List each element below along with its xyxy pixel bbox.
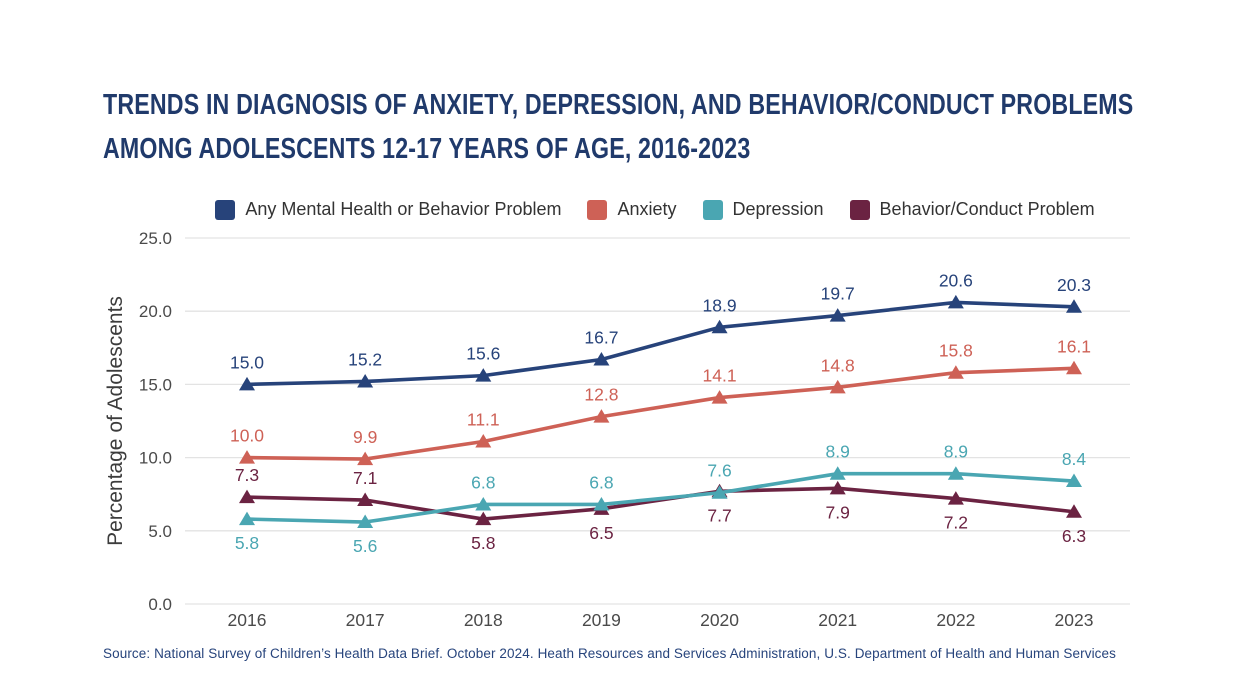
data-point-marker: [357, 451, 374, 466]
chart-title-line1: TRENDS IN DIAGNOSIS OF ANXIETY, DEPRESSI…: [103, 89, 1134, 121]
legend-label: Anxiety: [617, 199, 677, 219]
legend-swatch: [215, 199, 236, 220]
data-point-marker: [593, 352, 610, 366]
chart-title-line2: AMONG ADOLESCENTS 12-17 YEARS OF AGE, 20…: [103, 132, 751, 165]
data-point-label: 7.3: [235, 465, 259, 485]
legend-label: Any Mental Health or Behavior Problem: [245, 199, 562, 219]
data-point-label: 6.5: [589, 523, 613, 543]
data-point-label: 20.6: [939, 270, 973, 290]
x-tick-label: 2021: [818, 610, 857, 630]
y-tick-label: 10.0: [139, 449, 172, 468]
data-point-label: 16.7: [584, 328, 618, 348]
x-tick-label: 2016: [228, 610, 267, 630]
data-point-label: 6.8: [471, 472, 495, 492]
data-point-label: 7.2: [944, 513, 968, 533]
x-tick-label: 2019: [582, 610, 621, 630]
data-point-marker: [829, 480, 846, 495]
data-point-marker: [829, 308, 846, 322]
y-axis-title: Percentage of Adolescents: [104, 296, 127, 546]
data-point-marker: [475, 511, 492, 526]
data-point-label: 5.8: [471, 533, 495, 553]
chart-title: TRENDS IN DIAGNOSIS OF ANXIETY, DEPRESSI…: [103, 84, 1133, 171]
data-point-marker: [947, 365, 964, 379]
data-point-marker: [239, 511, 255, 526]
data-point-marker: [829, 466, 846, 480]
data-point-label: 8.9: [826, 442, 850, 462]
legend-item-1: Any Mental Health or Behavior Problem: [215, 199, 561, 220]
trend-chart-svg: 0.0 5.0 10.0 15.0 20.0 25.0 2016 2017 2018 2019 20…: [104, 229, 1130, 630]
series-line: [245, 300, 1076, 387]
data-point-marker: [239, 489, 255, 504]
x-tick-label: 2017: [346, 610, 385, 630]
data-point-marker: [239, 376, 255, 391]
data-point-label: 11.1: [467, 409, 500, 429]
legend-item-2: Anxiety: [587, 199, 677, 220]
data-point-marker: [829, 379, 846, 394]
y-tick-label: 5.0: [148, 522, 172, 541]
data-point-marker: [357, 373, 374, 388]
data-point-marker: [475, 496, 492, 511]
data-point-label: 18.9: [703, 295, 737, 315]
data-point-marker: [1066, 473, 1082, 488]
data-point-label: 7.9: [826, 502, 850, 522]
data-point-marker: [357, 492, 374, 507]
legend-label: Depression: [732, 199, 824, 219]
x-tick-label: 2020: [700, 610, 739, 630]
legend-item-3: Depression: [702, 199, 824, 220]
data-point-label: 5.6: [353, 536, 377, 556]
data-point-marker: [947, 294, 964, 309]
data-point-label: 14.1: [703, 366, 737, 386]
data-point-marker: [593, 496, 610, 511]
data-point-label: 12.8: [584, 385, 618, 405]
y-tick-label: 0.0: [148, 595, 172, 614]
data-point-label: 10.0: [230, 426, 264, 446]
x-tick-label: 2023: [1055, 610, 1094, 630]
data-point-label: 6.3: [1062, 526, 1086, 546]
data-point-marker: [711, 485, 728, 499]
data-point-marker: [475, 433, 492, 448]
data-point-label: 19.7: [821, 284, 855, 304]
data-point-marker: [711, 319, 728, 334]
data-point-marker: [1066, 299, 1082, 313]
data-point-marker: [357, 514, 374, 529]
source-note: Source: National Survey of Children’s He…: [103, 646, 1116, 661]
data-point-marker: [947, 466, 964, 480]
data-point-label: 5.8: [235, 533, 259, 553]
data-point-label: 8.9: [944, 442, 968, 462]
data-point-label: 7.6: [707, 461, 731, 481]
data-point-label: 8.4: [1062, 449, 1087, 469]
y-tick-label: 25.0: [139, 229, 172, 248]
data-point-label: 7.1: [353, 468, 377, 488]
data-point-marker: [239, 450, 255, 464]
series-line: [245, 471, 1076, 524]
data-point-label: 15.0: [230, 352, 264, 372]
x-tick-label: 2022: [936, 610, 975, 630]
data-point-marker: [711, 390, 728, 404]
data-point-label: 20.3: [1057, 275, 1091, 295]
y-tick-label: 15.0: [139, 375, 172, 394]
data-point-label: 7.7: [707, 505, 731, 525]
chart-legend: Any Mental Health or Behavior Problem Anx…: [100, 199, 1140, 220]
data-point-label: 15.6: [466, 344, 500, 364]
data-point-label: 16.1: [1057, 336, 1091, 356]
series-line: [245, 366, 1076, 461]
legend-label: Behavior/Conduct Problem: [879, 199, 1095, 219]
legend-swatch: [587, 199, 608, 220]
data-point-marker: [1066, 360, 1082, 375]
data-point-label: 15.8: [939, 341, 973, 361]
data-point-marker: [475, 368, 492, 382]
x-tick-label: 2018: [464, 610, 503, 630]
y-tick-label: 20.0: [139, 302, 172, 321]
data-point-label: 15.2: [348, 349, 382, 369]
data-point-marker: [593, 409, 610, 423]
legend-item-4: Behavior/Conduct Problem: [849, 199, 1095, 220]
legend-swatch: [849, 199, 870, 220]
data-point-label: 14.8: [821, 355, 855, 375]
legend-swatch: [702, 199, 723, 220]
data-point-marker: [1066, 504, 1082, 518]
data-point-label: 6.8: [589, 472, 613, 492]
data-point-label: 9.9: [353, 427, 377, 447]
trend-chart: 0.0 5.0 10.0 15.0 20.0 25.0 2016 2017 2018 2019 20…: [100, 226, 1140, 640]
data-point-marker: [947, 491, 964, 505]
